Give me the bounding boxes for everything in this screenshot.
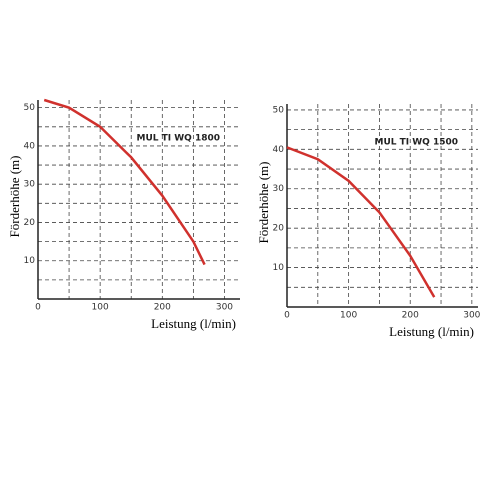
x-tick-label: 200: [154, 303, 171, 313]
x-tick-label: 0: [35, 303, 41, 313]
y-tick-label: 10: [24, 256, 36, 266]
x-tick-label: 0: [284, 311, 290, 321]
y-tick-label: 30: [273, 184, 285, 194]
x-axis-label: Leistung (l/min): [151, 316, 236, 331]
x-tick-label: 300: [463, 311, 480, 321]
line: [286, 146, 436, 298]
y-tick-label: 40: [273, 145, 285, 155]
line: [43, 98, 206, 266]
x-axis-label: Leistung (l/min): [389, 324, 474, 339]
x-tick-label: 200: [402, 311, 419, 321]
annotation: MUL TI WQ 1500: [374, 138, 458, 148]
x-tick-label: 100: [92, 303, 109, 313]
x-tick-label: 100: [340, 311, 357, 321]
annotation: MUL TI WQ 1800: [136, 134, 220, 144]
y-tick-label: 50: [273, 105, 285, 115]
y-tick-label: 40: [24, 141, 36, 151]
y-tick-label: 50: [24, 103, 36, 113]
y-tick-label: 10: [273, 263, 285, 273]
y-tick-label: 20: [24, 218, 36, 228]
y-axis-label: Förderhöhe (m): [7, 156, 22, 238]
y-axis-label: Förderhöhe (m): [256, 162, 271, 244]
x-tick-label: 300: [216, 303, 233, 313]
y-tick-label: 30: [24, 180, 36, 190]
y-tick-label: 20: [273, 224, 285, 234]
